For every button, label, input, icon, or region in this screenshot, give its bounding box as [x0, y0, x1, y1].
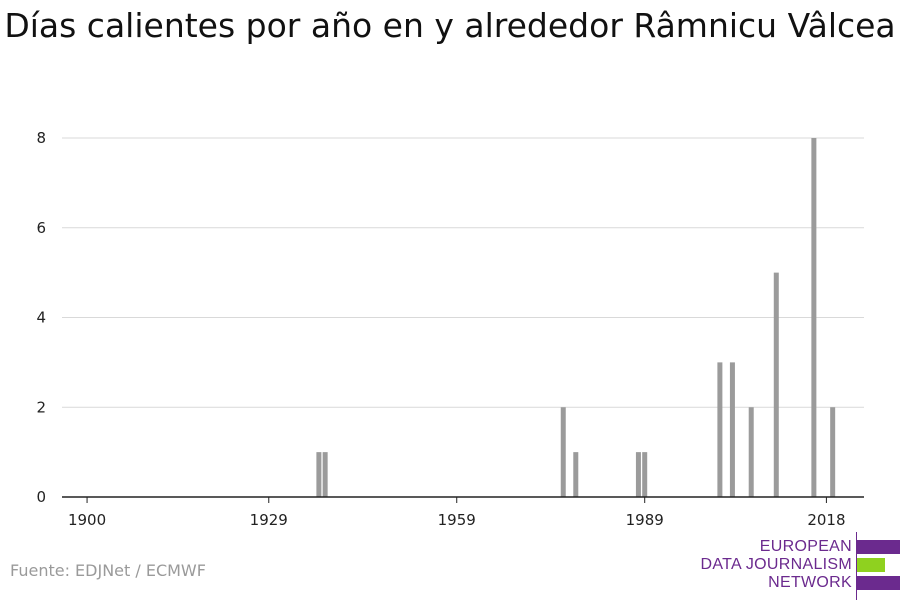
- x-axis-ticks: 1900 1929 1959 1989 2018: [68, 497, 846, 529]
- logo-line-3: NETWORK: [768, 574, 852, 591]
- y-tick-label: 4: [36, 309, 46, 327]
- edjnet-logo: EUROPEAN DATA JOURNALISM NETWORK: [700, 532, 900, 600]
- y-tick-label: 0: [36, 488, 46, 506]
- logo-line-1: EUROPEAN: [759, 538, 852, 555]
- source-note: Fuente: EDJNet / ECMWF: [10, 561, 206, 580]
- bar: [560, 407, 566, 497]
- x-tick-label: 2018: [807, 511, 845, 529]
- bar: [642, 452, 648, 497]
- logo-line-2: DATA JOURNALISM: [700, 556, 852, 573]
- y-tick-label: 6: [36, 219, 46, 237]
- bar: [830, 407, 836, 497]
- x-tick-label: 1959: [438, 511, 476, 529]
- x-tick-label: 1929: [250, 511, 288, 529]
- logo-divider: [856, 532, 857, 600]
- chart-title: Días calientes por año en y alrededor Râ…: [4, 6, 896, 45]
- bar: [635, 452, 641, 497]
- logo-bar-middle: [857, 558, 885, 572]
- y-tick-label: 8: [36, 129, 46, 147]
- bar: [573, 452, 579, 497]
- logo-bar-top: [857, 540, 900, 554]
- bars: [316, 138, 836, 497]
- bar: [729, 362, 735, 497]
- bar: [717, 362, 723, 497]
- y-axis-ticks: 0 2 4 6 8: [36, 129, 46, 506]
- bar: [773, 272, 779, 497]
- y-tick-label: 2: [36, 398, 46, 416]
- bar: [322, 452, 328, 497]
- x-tick-label: 1989: [626, 511, 664, 529]
- bar: [748, 407, 754, 497]
- bar: [811, 138, 817, 497]
- bar: [316, 452, 322, 497]
- grid-lines: [62, 137, 864, 408]
- x-tick-label: 1900: [68, 511, 106, 529]
- logo-bar-bottom: [857, 576, 900, 590]
